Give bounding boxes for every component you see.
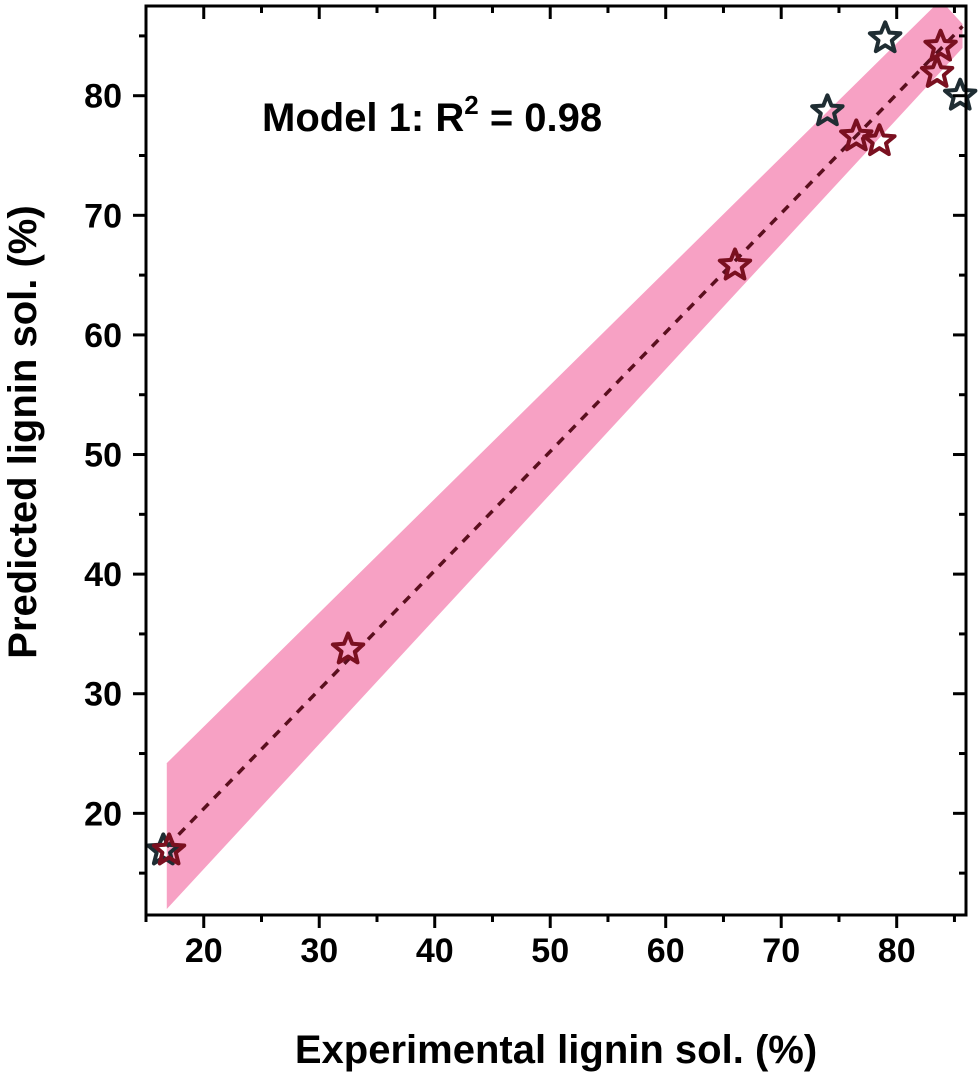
annotation-prefix: Model 1: R <box>262 96 464 140</box>
data-point-s2-1 <box>151 832 187 866</box>
y-tick-label: 70 <box>84 197 122 235</box>
data-point-s2-5 <box>862 123 897 157</box>
y-tick-label: 40 <box>84 556 122 594</box>
x-tick-label: 70 <box>762 932 800 970</box>
plot-border <box>144 4 968 917</box>
data-point-s2-3 <box>717 247 753 281</box>
annotation-suffix: = 0.98 <box>479 96 602 140</box>
data-points-layer <box>146 20 978 866</box>
plot-frame <box>144 4 968 917</box>
y-tick-label: 30 <box>84 676 122 714</box>
tick-labels: 20 30 40 50 60 70 80 20 30 40 50 60 70 80 <box>84 78 915 970</box>
y-tick-label: 20 <box>84 795 122 833</box>
data-point-s1-2 <box>810 93 845 127</box>
y-tick-label: 60 <box>84 317 122 355</box>
x-tick-label: 50 <box>531 932 569 970</box>
x-tick-label: 80 <box>878 932 916 970</box>
axis-ticks <box>133 6 966 928</box>
y-tick-label: 50 <box>84 437 122 475</box>
x-tick-label: 20 <box>185 932 223 970</box>
x-tick-label: 30 <box>300 932 338 970</box>
fit-line-layer <box>165 25 964 849</box>
data-point-s2-7 <box>919 55 955 88</box>
data-point-s1-4 <box>943 77 978 111</box>
y-axis-title: Predicted lignin sol. (%) <box>1 205 45 658</box>
y-tick-label: 80 <box>84 78 122 116</box>
x-tick-label: 40 <box>416 932 454 970</box>
annotation-superscript: 2 <box>464 90 478 120</box>
data-point-s2-2 <box>330 631 366 665</box>
x-axis-title: Experimental lignin sol. (%) <box>295 1028 817 1072</box>
fit-line <box>165 25 964 849</box>
x-tick-label: 60 <box>647 932 685 970</box>
data-point-s2-4 <box>839 118 874 152</box>
data-point-s1-3 <box>867 20 903 54</box>
data-point-s2-6 <box>923 28 958 62</box>
r-squared-annotation: Model 1: R2 = 0.98 <box>262 90 602 140</box>
